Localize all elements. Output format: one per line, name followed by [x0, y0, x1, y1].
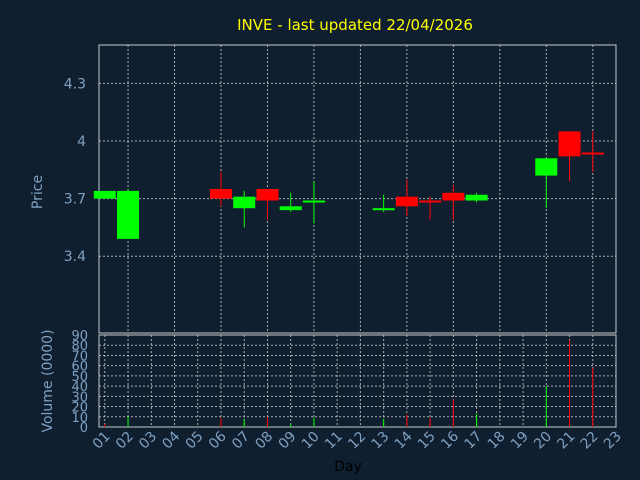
x-axis-label: Day — [334, 459, 362, 475]
candle-body — [93, 190, 116, 199]
x-tick-label: 15 — [415, 429, 439, 453]
candle-body — [442, 192, 465, 201]
candle-body — [279, 206, 302, 211]
x-tick-label: 13 — [369, 429, 393, 453]
price-panel: 3.4 3.7 4 4.3 Price — [30, 44, 617, 334]
candle-body — [558, 131, 581, 157]
price-plot-frame — [98, 44, 617, 334]
candle-body — [372, 208, 395, 211]
candle-body — [581, 152, 604, 155]
x-tick-label: 18 — [485, 429, 509, 453]
x-tick-label: 11 — [322, 429, 346, 453]
candle-body — [419, 200, 442, 203]
x-tick-label: 10 — [299, 429, 323, 453]
volume-tick-label: 30 — [71, 390, 88, 405]
x-tick-label: 04 — [159, 428, 183, 452]
x-tick-label: 19 — [508, 429, 532, 453]
candle-body — [233, 196, 256, 209]
x-tick-label: 12 — [345, 429, 369, 453]
volume-axis-label: Volume (0000) — [40, 329, 56, 432]
x-tick-label: 22 — [578, 429, 602, 453]
volume-tick-label: 20 — [71, 401, 88, 416]
volume-tick-label: 40 — [71, 380, 88, 395]
x-tick-label: 02 — [113, 429, 137, 453]
volume-tick-label: 90 — [71, 329, 88, 344]
candle-body — [465, 194, 488, 201]
x-tick-label: 03 — [136, 429, 160, 453]
candle-body — [395, 196, 418, 207]
volume-tick-label: 10 — [71, 411, 88, 426]
volume-tick-label: 80 — [71, 339, 88, 354]
candle-body — [256, 189, 279, 201]
x-tick-label: 08 — [252, 429, 276, 453]
candle-body — [302, 200, 325, 203]
volume-tick-label: 70 — [71, 349, 88, 364]
chart-title: INVE - last updated 22/04/2026 — [237, 16, 473, 34]
x-tick-label: 05 — [183, 429, 207, 453]
x-tick-label: 21 — [554, 429, 578, 453]
x-tick-label: 20 — [531, 429, 555, 453]
x-tick-label: 23 — [601, 429, 625, 453]
x-tick-label: 09 — [276, 429, 300, 453]
price-axis-label: Price — [30, 175, 46, 209]
x-tick-label: 17 — [461, 429, 485, 453]
candle-body — [535, 158, 558, 176]
volume-tick-label: 60 — [71, 360, 88, 375]
candle-body — [209, 189, 232, 199]
price-tick-label: 3.4 — [64, 249, 86, 265]
x-tick-label: 06 — [206, 428, 230, 452]
x-tick-label: 16 — [438, 428, 462, 452]
price-tick-label: 4.3 — [64, 76, 86, 92]
x-tick-label: 14 — [392, 428, 416, 452]
candle-body — [117, 190, 140, 239]
volume-plot-frame — [98, 334, 617, 428]
volume-tick-label: 0 — [80, 421, 88, 436]
x-tick-label: 01 — [90, 429, 114, 453]
x-tick-label: 07 — [229, 429, 253, 453]
price-tick-label: 3.7 — [64, 192, 86, 208]
price-tick-label: 4 — [77, 134, 86, 150]
volume-tick-label: 50 — [71, 370, 88, 385]
